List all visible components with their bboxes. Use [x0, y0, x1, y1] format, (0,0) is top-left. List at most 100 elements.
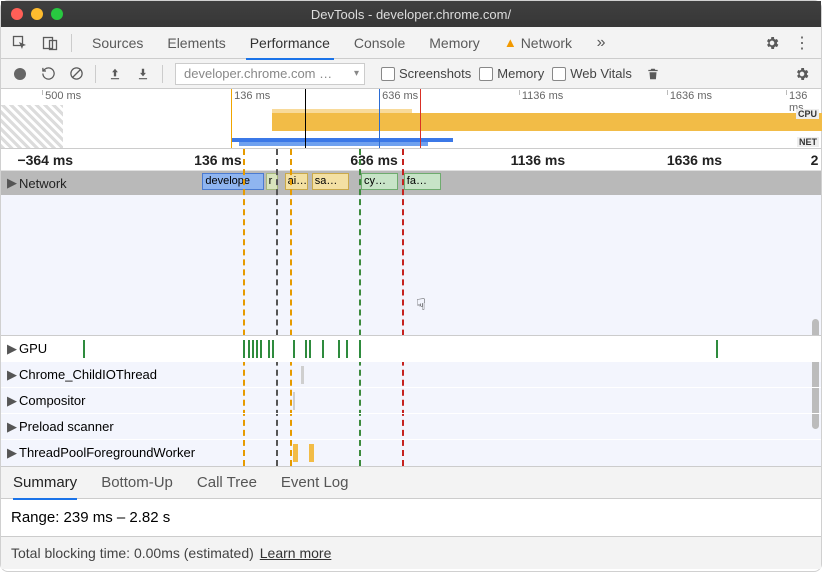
flamechart-main[interactable]: −364 ms136 ms636 ms1136 ms1636 ms2 ▶ Net…	[1, 149, 821, 467]
network-track-header[interactable]: ▶ Network	[1, 171, 67, 195]
thread-row[interactable]: ▶Compositor	[1, 387, 821, 413]
thread-label: GPU	[19, 341, 47, 356]
recording-selector[interactable]: developer.chrome.com …	[175, 63, 365, 85]
details-tab-call-tree[interactable]: Call Tree	[197, 467, 257, 499]
overview-cpu-lane	[1, 105, 821, 131]
checkbox-label: Memory	[497, 66, 544, 81]
tab-elements[interactable]: Elements	[155, 27, 237, 59]
upload-icon[interactable]	[102, 61, 128, 87]
tab-label: Sources	[92, 35, 143, 51]
thread-activity-bar	[301, 366, 304, 384]
disclosure-triangle-icon[interactable]: ▶	[7, 367, 17, 383]
network-request[interactable]: cy…	[361, 173, 398, 190]
learn-more-link[interactable]: Learn more	[260, 545, 332, 561]
overview-tick: 1636 ms	[667, 90, 712, 95]
gpu-activity	[51, 340, 821, 358]
window-titlebar: DevTools - developer.chrome.com/	[1, 1, 821, 27]
overview-cpu-label: CPU	[796, 109, 819, 119]
overview-tick: 500 ms	[42, 90, 81, 95]
ruler-tick: −364 ms	[17, 152, 73, 168]
thread-row[interactable]: ▶Preload scanner	[1, 413, 821, 439]
empty-gap	[1, 195, 821, 335]
thread-label: ThreadPoolForegroundWorker	[19, 445, 195, 460]
thread-label: Chrome_ChildIOThread	[19, 367, 157, 382]
network-request[interactable]: develope	[202, 173, 264, 190]
details-tab-event-log[interactable]: Event Log	[281, 467, 349, 499]
ruler-tick: 1136 ms	[511, 152, 566, 168]
recording-selector-label: developer.chrome.com …	[184, 66, 332, 81]
clear-icon[interactable]	[63, 61, 89, 87]
overview-net-label: NET	[797, 137, 819, 147]
threads-area: ▶GPU▶Chrome_ChildIOThread▶Compositor▶Pre…	[1, 195, 821, 466]
download-icon[interactable]	[130, 61, 156, 87]
kebab-menu-icon[interactable]: ⋮	[789, 30, 815, 56]
ruler-tick: 636 ms	[350, 152, 397, 168]
inspect-element-icon[interactable]	[7, 30, 33, 56]
ruler-tick: 1636 ms	[667, 152, 722, 168]
more-tabs-icon[interactable]: »	[588, 30, 614, 56]
tab-label: Memory	[429, 35, 480, 51]
tab-sources[interactable]: Sources	[80, 27, 155, 59]
details-tab-bottom-up[interactable]: Bottom-Up	[101, 467, 173, 499]
tab-label: Elements	[167, 35, 225, 51]
network-request[interactable]: fa…	[404, 173, 441, 190]
divider	[95, 65, 96, 83]
gpu-tick	[260, 340, 262, 358]
thread-activity-bar	[309, 444, 314, 462]
ruler-tick: 136 ms	[194, 152, 241, 168]
main-ruler: −364 ms136 ms636 ms1136 ms1636 ms2	[1, 149, 821, 171]
overview-tick: 136 ms	[786, 90, 821, 95]
window-title: DevTools - developer.chrome.com/	[1, 7, 821, 22]
divider	[162, 65, 163, 83]
warning-icon: ▲	[504, 35, 517, 50]
overview-marker	[231, 89, 232, 148]
overview-cpu-overlay	[272, 109, 412, 131]
network-request[interactable]: ai…	[285, 173, 308, 190]
overview-tick: 636 ms	[379, 90, 418, 95]
disclosure-triangle-icon[interactable]: ▶	[7, 445, 17, 461]
gpu-tick	[293, 340, 295, 358]
disclosure-triangle-icon[interactable]: ▶	[7, 419, 17, 435]
tab-memory[interactable]: Memory	[417, 27, 492, 59]
thread-row[interactable]: ▶GPU	[1, 335, 821, 361]
overview-tick: 1136 ms	[519, 90, 563, 95]
checkbox-screenshots[interactable]	[381, 67, 395, 81]
settings-gear-icon[interactable]	[759, 30, 785, 56]
gpu-tick	[322, 340, 324, 358]
gpu-tick	[346, 340, 348, 358]
tab-performance[interactable]: Performance	[238, 27, 342, 59]
overview-net-bar	[239, 142, 428, 146]
summary-panel: Range: 239 ms – 2.82 s	[1, 499, 821, 537]
checkbox-web-vitals[interactable]	[552, 67, 566, 81]
timeline-overview[interactable]: 500 ms136 ms636 ms1136 ms1636 ms136 ms C…	[1, 89, 821, 149]
overview-net-lane	[1, 138, 821, 146]
thread-row[interactable]: ▶Chrome_ChildIOThread	[1, 361, 821, 387]
details-tab-summary[interactable]: Summary	[13, 467, 77, 499]
disclosure-triangle-icon[interactable]: ▶	[7, 393, 17, 409]
tab-console[interactable]: Console	[342, 27, 417, 59]
tab-label: Console	[354, 35, 405, 51]
reload-icon[interactable]	[35, 61, 61, 87]
checkbox-memory[interactable]	[479, 67, 493, 81]
overview-ruler: 500 ms136 ms636 ms1136 ms1636 ms136 ms	[1, 89, 821, 105]
delete-trash-icon[interactable]	[640, 61, 666, 87]
footer-text: Total blocking time: 0.00ms (estimated)	[11, 545, 254, 561]
disclosure-triangle-icon[interactable]: ▶	[7, 175, 17, 191]
record-button[interactable]	[7, 61, 33, 87]
gpu-tick	[268, 340, 270, 358]
thread-activity-bar	[293, 392, 295, 410]
divider	[71, 34, 72, 52]
thread-row[interactable]: ▶ThreadPoolForegroundWorker	[1, 439, 821, 465]
capture-settings-gear-icon[interactable]	[789, 61, 815, 87]
thread-label: Compositor	[19, 393, 85, 408]
pointer-cursor-icon: ☟	[416, 295, 426, 315]
device-toolbar-icon[interactable]	[37, 30, 63, 56]
thread-label: Preload scanner	[19, 419, 114, 434]
tab-network[interactable]: ▲Network	[492, 27, 584, 59]
summary-range-text: Range: 239 ms – 2.82 s	[11, 509, 170, 526]
thread-activity-bar	[293, 444, 298, 462]
devtools-tab-bar: Sources Elements Performance Console Memory ▲…	[1, 27, 821, 59]
performance-toolbar: developer.chrome.com … ScreenshotsMemory…	[1, 59, 821, 89]
disclosure-triangle-icon[interactable]: ▶	[7, 341, 17, 357]
network-request[interactable]: sa…	[312, 173, 349, 190]
